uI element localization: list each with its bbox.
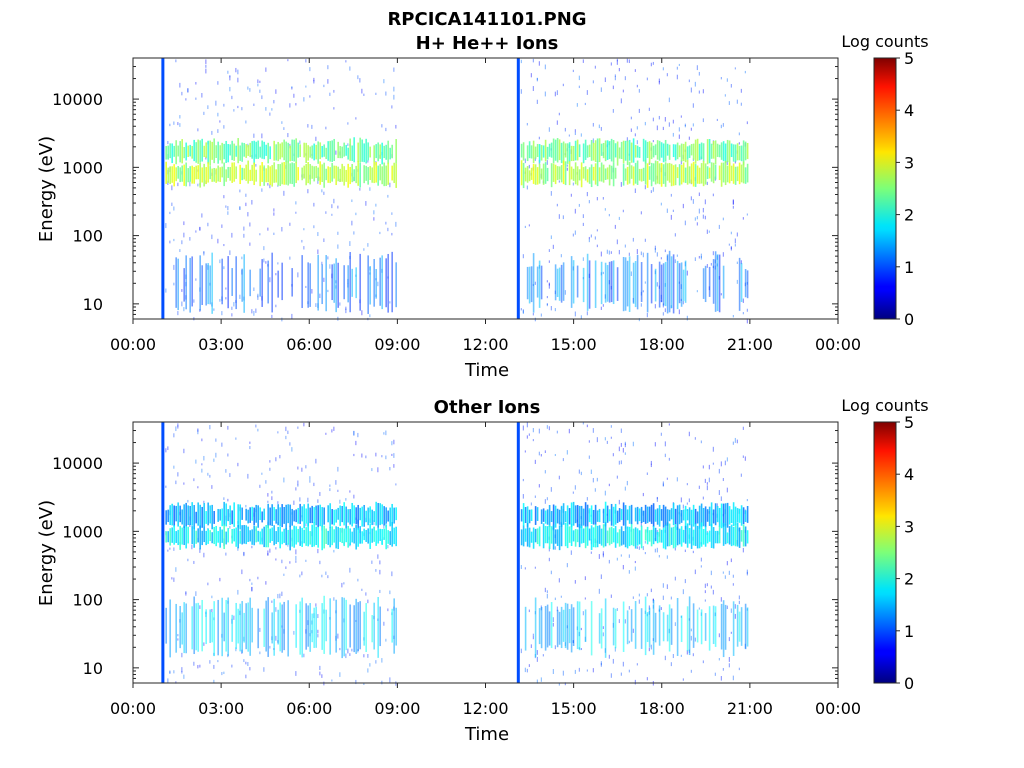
- x-tick-label: 00:00: [110, 335, 156, 354]
- colorbar: Log counts 0 1 2 3 4 5: [841, 32, 928, 329]
- colorbar-tick-label: 4: [904, 465, 914, 484]
- panel-h-he-ions: H+ He++ Ions 00:00 03:00 06:00 09:00 12:00 15…: [36, 32, 929, 381]
- x-tick-label: 21:00: [727, 699, 773, 718]
- y-axis: 10 100 1000 10000: [52, 421, 838, 684]
- x-axis: 00:00 03:00 06:00 09:00 12:00 15:00 18:00 21:00…: [110, 422, 861, 718]
- y-axis-label: Energy (eV): [36, 500, 57, 606]
- x-tick-label: 15:00: [551, 335, 597, 354]
- x-tick-label: 21:00: [727, 335, 773, 354]
- y-tick-label: 10000: [52, 90, 103, 109]
- colorbar-label: Log counts: [841, 396, 928, 415]
- plot-background: [133, 422, 838, 683]
- colorbar-tick-label: 5: [904, 49, 914, 68]
- panel-title: Other Ions: [434, 397, 541, 418]
- spectrogram-cells: [520, 422, 749, 686]
- panel-other-ions: Other Ions 00:00 03:00 06:00 09:00 12:00 15:0…: [36, 396, 929, 745]
- onset-stripe: [516, 58, 520, 319]
- x-tick-label: 18:00: [639, 699, 685, 718]
- colorbar-label: Log counts: [841, 32, 928, 51]
- x-tick-label: 15:00: [551, 699, 597, 718]
- spectrogram-cells: [520, 58, 749, 324]
- colorbar-gradient: [873, 57, 897, 320]
- figure-title: RPCICA141101.PNG: [387, 9, 586, 30]
- y-axis-label: Energy (eV): [36, 136, 57, 242]
- colorbar: Log counts 0 1 2 3 4 5: [841, 396, 928, 693]
- y-tick-label: 10: [83, 295, 103, 314]
- colorbar-tick-label: 4: [904, 101, 914, 120]
- x-tick-label: 00:00: [815, 699, 861, 718]
- y-tick-label: 100: [72, 591, 103, 610]
- y-tick-label: 10000: [52, 454, 103, 473]
- x-tick-label: 03:00: [198, 699, 244, 718]
- colorbar-tick-label: 2: [904, 570, 914, 589]
- y-tick-label: 1000: [62, 158, 103, 177]
- x-tick-label: 00:00: [110, 699, 156, 718]
- y-tick-label: 100: [72, 227, 103, 246]
- spectrogram-cells: [165, 422, 397, 686]
- plot-background: [133, 58, 838, 319]
- x-tick-label: 12:00: [462, 335, 508, 354]
- panel-title: H+ He++ Ions: [416, 33, 559, 54]
- y-tick-label: 10: [83, 659, 103, 678]
- colorbar-tick-label: 1: [904, 622, 914, 641]
- colorbar-tick-label: 0: [904, 310, 914, 329]
- plot-area: [132, 421, 839, 686]
- x-axis-label: Time: [464, 724, 509, 745]
- x-tick-label: 00:00: [815, 335, 861, 354]
- colorbar-tick-label: 5: [904, 413, 914, 432]
- x-tick-label: 06:00: [286, 335, 332, 354]
- colorbar-tick-label: 1: [904, 258, 914, 277]
- x-axis-label: Time: [464, 360, 509, 381]
- colorbar-tick-label: 3: [904, 153, 914, 172]
- x-tick-label: 12:00: [462, 699, 508, 718]
- y-tick-label: 1000: [62, 522, 103, 541]
- x-tick-label: 03:00: [198, 335, 244, 354]
- colorbar-tick-label: 2: [904, 206, 914, 225]
- plot-area: [132, 57, 839, 324]
- y-axis: 10 100 1000 10000: [52, 57, 838, 320]
- x-tick-label: 09:00: [374, 335, 420, 354]
- onset-stripe: [161, 58, 165, 319]
- colorbar-tick-label: 3: [904, 517, 914, 536]
- x-tick-label: 18:00: [639, 335, 685, 354]
- x-axis: 00:00 03:00 06:00 09:00 12:00 15:00 18:00 21:00…: [110, 58, 861, 354]
- onset-stripe: [161, 422, 165, 683]
- x-tick-label: 09:00: [374, 699, 420, 718]
- x-tick-label: 06:00: [286, 699, 332, 718]
- colorbar-tick-label: 0: [904, 674, 914, 693]
- spectrogram-cells: [165, 59, 397, 322]
- colorbar-gradient: [873, 421, 897, 684]
- onset-stripe: [516, 422, 520, 683]
